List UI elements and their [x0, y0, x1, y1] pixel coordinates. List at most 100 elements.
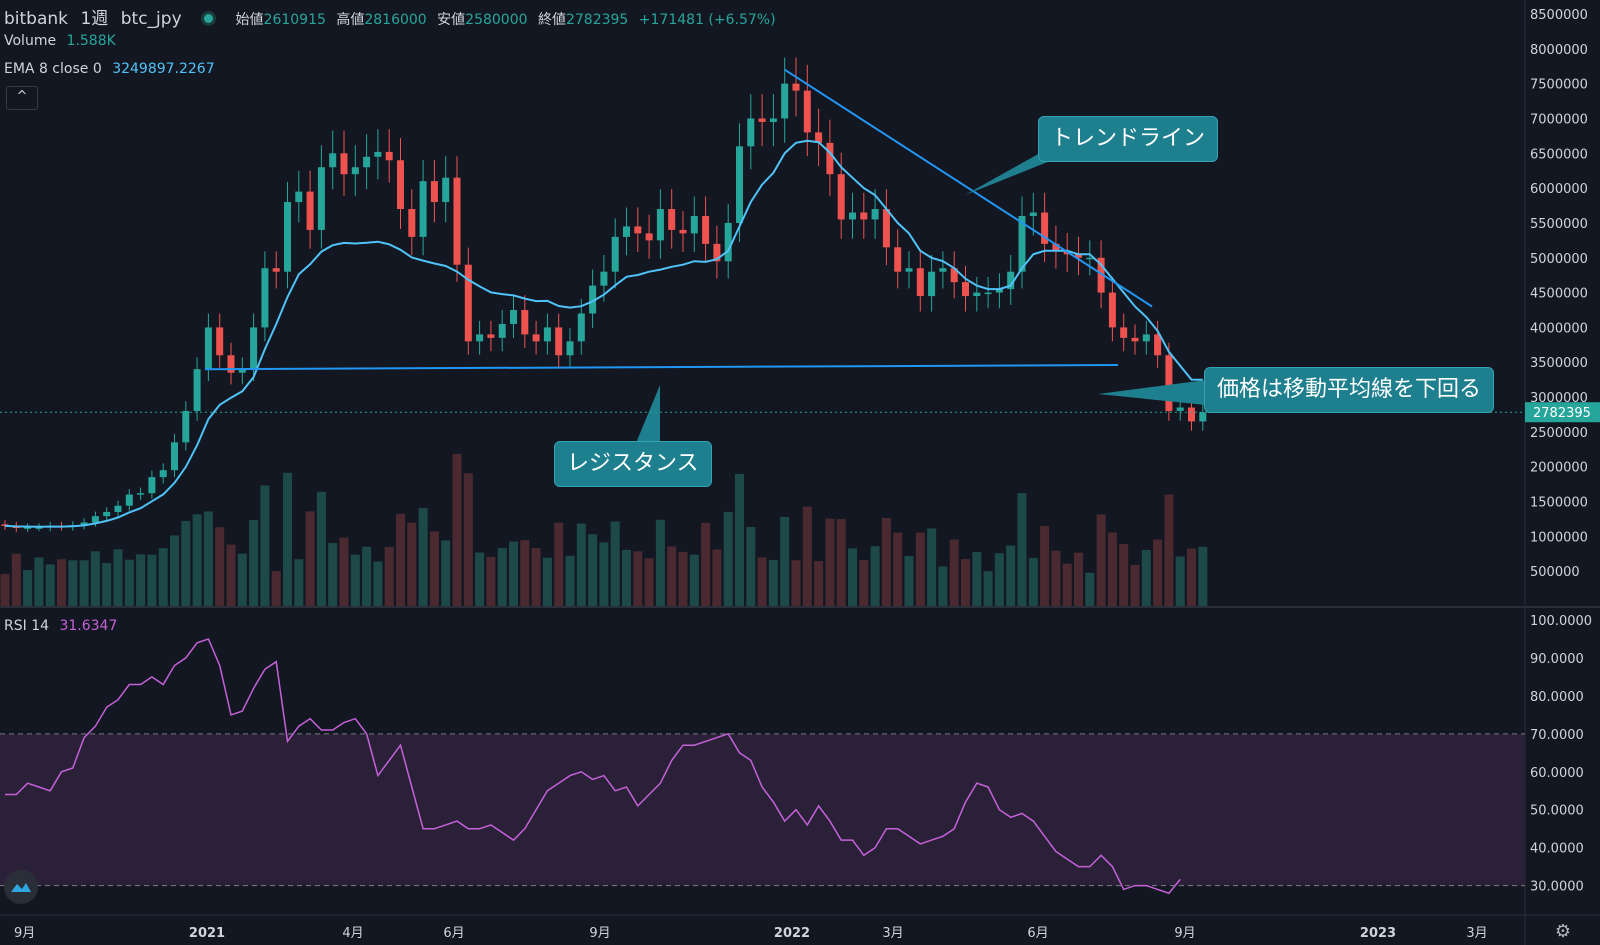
volume-bar	[768, 559, 778, 606]
candle-body	[668, 209, 676, 230]
candle-body	[623, 226, 630, 237]
interval-label[interactable]: 1週	[80, 9, 109, 29]
candle-body	[137, 493, 145, 495]
tradingview-logo-icon[interactable]	[4, 870, 38, 904]
candle-body	[329, 153, 337, 168]
candle-body	[656, 209, 664, 241]
volume-bar	[633, 551, 643, 606]
rsi-tick-label: 90.0000	[1530, 652, 1584, 667]
candle-body	[1165, 355, 1173, 411]
rsi-tick-label: 80.0000	[1530, 690, 1584, 705]
candle-body	[566, 341, 574, 356]
volume-bar	[34, 557, 44, 606]
candle-body	[826, 142, 834, 175]
gear-icon[interactable]: ⚙	[1554, 921, 1572, 942]
volume-bar	[463, 473, 473, 606]
volume-bar	[599, 542, 609, 606]
candle-body	[916, 268, 924, 297]
volume-bar	[158, 548, 168, 606]
volume-bar	[678, 551, 688, 606]
volume-bar	[531, 548, 541, 606]
close-value: 2782395	[565, 12, 629, 28]
candle-body	[442, 177, 450, 203]
volume-bar	[622, 549, 631, 606]
candle-body	[1029, 212, 1037, 216]
volume-bar	[893, 532, 903, 606]
price-tick-label: 2500000	[1530, 426, 1588, 441]
volume-bar	[486, 556, 496, 606]
candle-body	[1108, 292, 1116, 328]
price-tick-label: 1500000	[1530, 496, 1588, 511]
time-tick-label: 6月	[443, 926, 464, 941]
volume-bar	[520, 540, 530, 606]
volume-bar	[802, 506, 812, 606]
ema-legend[interactable]: EMA 8 close 0 3249897.2267	[4, 61, 215, 77]
candle-body	[589, 285, 597, 314]
symbol-label[interactable]: btc_jpy	[120, 9, 182, 29]
price-tick-label: 5000000	[1530, 252, 1588, 267]
volume-bar	[113, 549, 123, 606]
open-label: 始値	[235, 12, 264, 28]
rsi-tick-label: 40.0000	[1530, 842, 1584, 857]
volume-bar	[746, 527, 756, 606]
candle-body	[769, 118, 777, 122]
candle-body	[227, 355, 235, 373]
candle-body	[476, 334, 484, 342]
volume-bar	[576, 523, 586, 606]
open-value: 2610915	[263, 12, 326, 28]
volume-bar	[373, 561, 383, 606]
volume-bar	[316, 491, 326, 606]
volume-bar	[836, 519, 846, 606]
volume-bar	[384, 547, 394, 606]
candle-body	[340, 153, 348, 175]
candle-body	[555, 327, 563, 356]
candle-body	[973, 292, 981, 297]
volume-bar	[294, 559, 304, 606]
volume-bar	[825, 518, 835, 606]
price-tick-label: 2000000	[1530, 461, 1588, 476]
volume-bar	[554, 522, 564, 606]
candle-body	[713, 243, 721, 262]
volume-bar	[396, 513, 405, 606]
candle-body	[837, 174, 845, 220]
candle-body	[860, 212, 868, 220]
time-tick-label: 6月	[1027, 926, 1048, 941]
candle-body	[702, 215, 710, 244]
candle-body	[1097, 257, 1105, 293]
candle-body	[939, 268, 947, 272]
price-tick-label: 3500000	[1530, 356, 1588, 371]
exchange-label: bitbank	[4, 9, 69, 29]
volume-bar	[271, 571, 281, 606]
rsi-value: 31.6347	[59, 618, 118, 634]
candle-body	[103, 511, 111, 517]
candle-body	[894, 247, 902, 272]
volume-bar	[203, 511, 213, 606]
volume-bar	[1096, 514, 1106, 606]
candle-body	[1075, 254, 1082, 258]
below-ma-callout: 価格は移動平均線を下回る	[1204, 367, 1495, 413]
rsi-label: RSI 14	[4, 618, 50, 634]
candle-body	[736, 146, 743, 223]
volume-legend[interactable]: Volume 1.588K	[4, 33, 116, 49]
volume-bars	[0, 453, 1208, 606]
candle-body	[261, 268, 269, 328]
candle-body	[928, 271, 936, 297]
volume-bar	[1074, 552, 1083, 606]
candle-body	[984, 292, 992, 295]
volume-bar	[509, 541, 518, 606]
candle-body	[995, 289, 1003, 293]
volume-bar	[859, 559, 869, 606]
volume-bar	[1198, 546, 1208, 606]
volume-bar	[655, 519, 665, 606]
rsi-legend[interactable]: RSI 14 31.6347	[4, 618, 117, 634]
candle-body	[1142, 334, 1150, 342]
volume-bar	[1187, 548, 1196, 606]
candle-body	[238, 369, 246, 373]
candle-body	[385, 151, 393, 161]
price-tick-label: 7000000	[1530, 112, 1588, 127]
collapse-legend-button[interactable]: ^	[6, 86, 38, 110]
volume-bar	[791, 560, 801, 606]
high-value: 2816000	[364, 12, 427, 28]
low-label: 安値	[437, 12, 466, 28]
